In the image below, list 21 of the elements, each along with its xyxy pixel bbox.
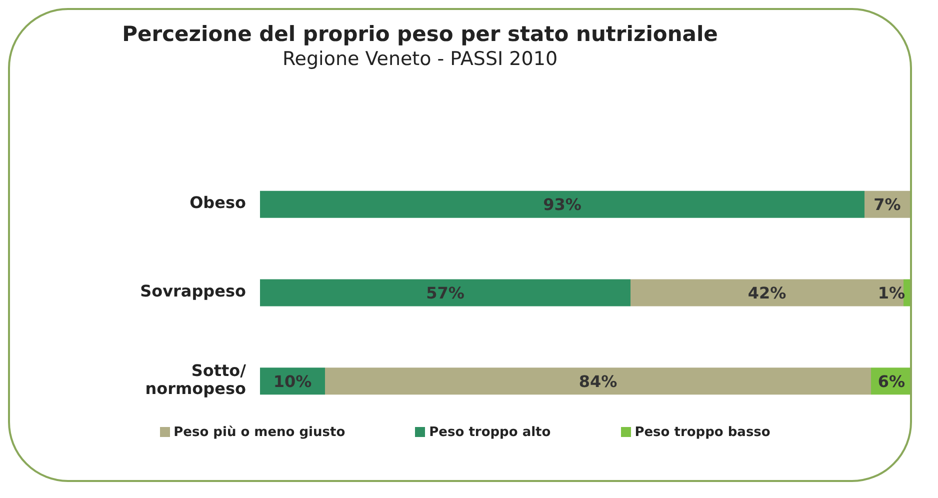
y-tick-label: Obeso (190, 194, 246, 213)
data-label: 93% (543, 195, 582, 214)
y-tick-label: Sotto/ normopeso (145, 361, 246, 398)
data-label: 10% (273, 372, 312, 391)
data-label: 57% (426, 283, 464, 302)
bar (325, 368, 871, 395)
y-tick-label: Sovrappeso (140, 282, 246, 301)
data-label: 7% (874, 195, 901, 214)
bar (260, 190, 864, 218)
chart-subtitle: Regione Veneto - PASSI 2010 (281, 48, 559, 70)
legend-label: Peso più o meno giusto (174, 425, 346, 440)
legend-label: Peso troppo basso (634, 425, 770, 440)
bar (630, 279, 904, 306)
data-label: 42% (748, 283, 786, 302)
data-label: 84% (578, 372, 618, 391)
legend-label: Peso troppo alto (429, 425, 551, 440)
data-label: 6% (878, 372, 905, 391)
chart-title: Percezione del proprio peso per stato nutrizionale (121, 22, 719, 46)
bar (260, 279, 630, 306)
data-label: 1% (878, 283, 905, 302)
bar (904, 279, 910, 306)
